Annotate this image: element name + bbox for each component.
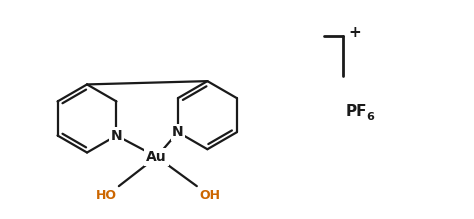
Text: 6: 6 <box>366 112 374 122</box>
Text: N: N <box>172 125 184 139</box>
Text: Au: Au <box>146 150 167 164</box>
Text: OH: OH <box>199 189 220 201</box>
Text: +: + <box>348 25 361 40</box>
Text: HO: HO <box>95 189 117 201</box>
Text: PF: PF <box>346 104 367 119</box>
Text: N: N <box>110 129 122 143</box>
